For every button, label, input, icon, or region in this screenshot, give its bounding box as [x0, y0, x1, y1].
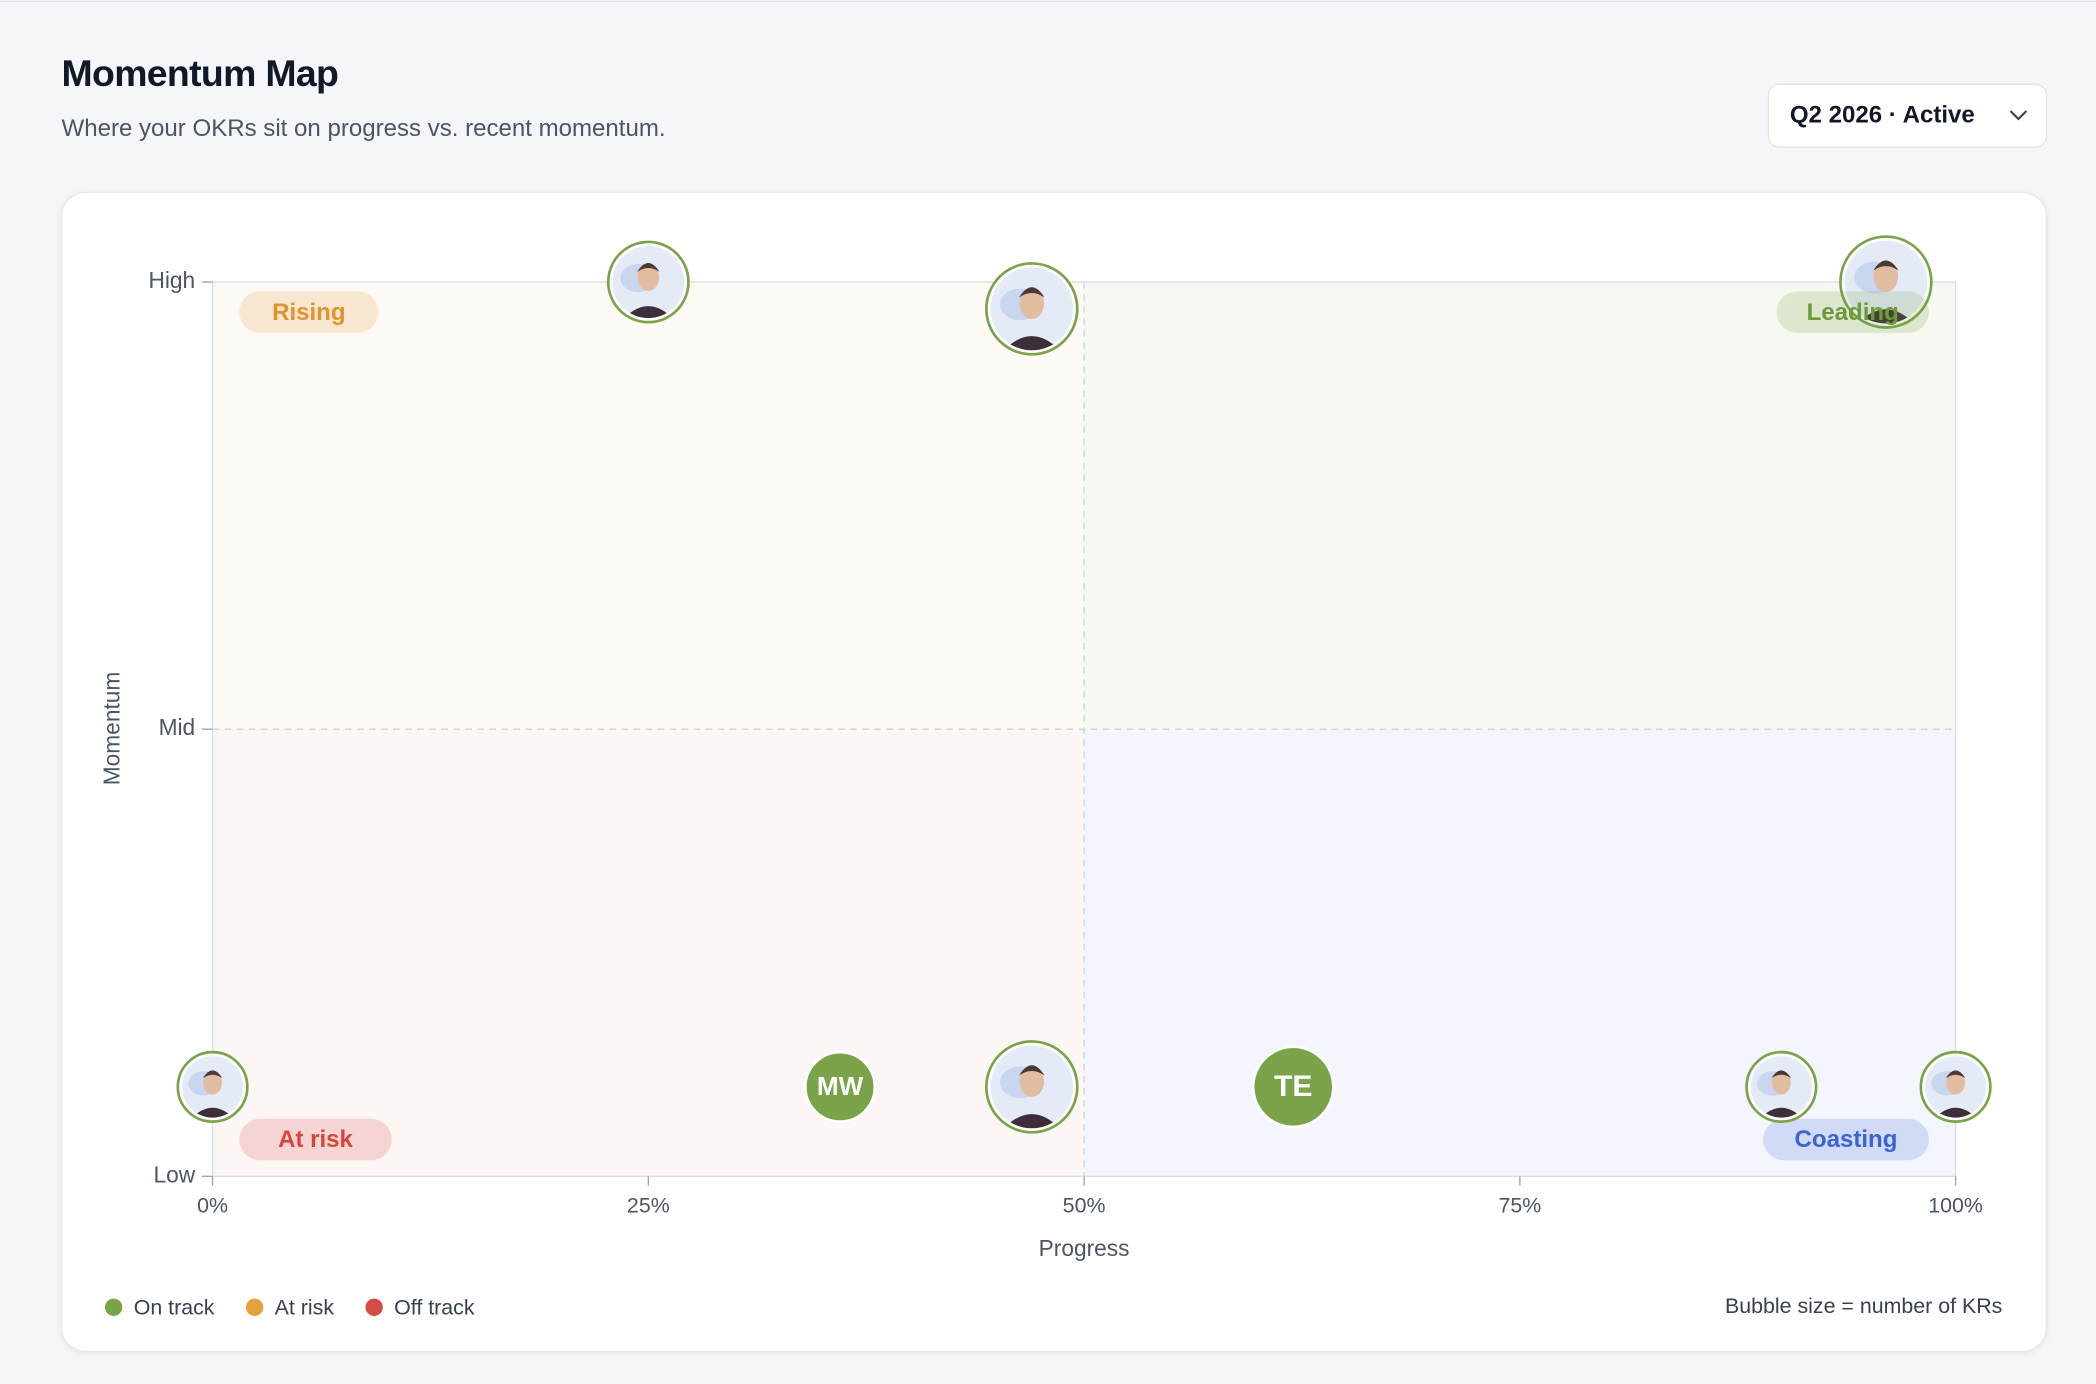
quadrant-text: Coasting [1795, 1126, 1898, 1153]
x-axis-label: Progress [1039, 1235, 1130, 1261]
legend-swatch [245, 1298, 264, 1316]
page-subtitle: Where your OKRs sit on progress vs. rece… [62, 115, 666, 142]
y-axis-label: Momentum [99, 672, 125, 786]
avatar-hair [1019, 1065, 1045, 1076]
legend-label: At risk [275, 1295, 335, 1319]
avatar-hair [1873, 260, 1899, 271]
legend-label: Off track [394, 1295, 475, 1319]
okr-bubble[interactable] [985, 1040, 1079, 1134]
quadrant-bg [212, 729, 1085, 1177]
okr-bubble[interactable] [985, 262, 1079, 356]
y-tick-label: High [148, 267, 195, 293]
period-dropdown[interactable]: Q2 2026 · Active [1767, 83, 2048, 148]
avatar [181, 1056, 244, 1118]
legend-swatch [104, 1298, 123, 1316]
quadrant-label: At risk [239, 1118, 392, 1161]
dropdown-box[interactable] [1767, 83, 2048, 148]
avatar-hair [1019, 287, 1045, 298]
avatar-hair [637, 262, 660, 273]
quadrant-pill [1763, 1118, 1929, 1161]
avatar-face [1019, 1065, 1045, 1097]
avatar-hair [1945, 1070, 1966, 1079]
okr-bubble[interactable] [1839, 235, 1933, 329]
avatar-body [1756, 1107, 1806, 1118]
bubble-initials: MW [817, 1071, 864, 1101]
avatar [1750, 1056, 1813, 1118]
avatar-face [1771, 1070, 1791, 1095]
bubble [1251, 1045, 1335, 1129]
quadrant-bg [1084, 282, 1956, 730]
avatar-body [620, 306, 677, 319]
legend-swatch [365, 1298, 383, 1316]
quadrant-pill [239, 1118, 392, 1161]
okr-bubble[interactable] [1919, 1050, 1992, 1123]
avatar-face [1873, 261, 1899, 293]
bubble-initials: TE [1274, 1070, 1312, 1103]
avatar-face [1019, 287, 1045, 319]
quadrant-label: Rising [239, 291, 379, 333]
x-tick-label: 100% [1928, 1194, 1983, 1218]
avatar-face [1946, 1070, 1965, 1095]
y-tick-label: Low [154, 1161, 196, 1187]
bubble [803, 1050, 877, 1123]
quadrant-bg [212, 282, 1085, 730]
avatar [1924, 1056, 1987, 1118]
legend-label: On track [134, 1295, 215, 1319]
avatar-body [188, 1107, 237, 1118]
quadrant-pill [239, 291, 379, 333]
page-title: Momentum Map [62, 52, 339, 94]
avatar-body [1931, 1107, 1980, 1118]
avatar-hair [1771, 1070, 1792, 1079]
quadrant-text: Rising [272, 299, 345, 326]
avatar [612, 245, 685, 319]
quadrant-label: Coasting [1763, 1118, 1929, 1161]
size-note: Bubble size = number of KRs [1725, 1294, 2002, 1318]
avatar [990, 1045, 1074, 1129]
quadrant-pill [1776, 291, 1929, 333]
chevron [2009, 110, 2028, 121]
avatar-hair [202, 1070, 223, 1079]
okr-bubble[interactable] [606, 240, 690, 324]
quadrant-text: Leading [1807, 299, 1899, 326]
okr-bubble[interactable]: MW [803, 1050, 877, 1123]
okr-bubble[interactable] [176, 1050, 249, 1123]
quadrant-label: Leading [1776, 291, 1929, 333]
x-tick-label: 25% [627, 1194, 670, 1218]
dropdown-label[interactable]: Q2 2026 · Active [1790, 102, 1975, 129]
quadrant-text: At risk [278, 1126, 353, 1153]
quadrant-bg [1084, 729, 1956, 1177]
okr-bubble[interactable]: TE [1251, 1045, 1335, 1129]
x-tick-label: 75% [1498, 1194, 1541, 1218]
x-tick-label: 50% [1063, 1194, 1106, 1218]
avatar-face [637, 263, 660, 291]
x-tick-label: 0% [197, 1194, 228, 1218]
y-tick-label: Mid [159, 714, 196, 740]
avatar-face [203, 1070, 222, 1095]
plot: 0% 25% 50% 75% 100% Low Mid High Rising At risk Co… [104, 235, 1992, 1319]
okr-bubble[interactable] [1745, 1050, 1818, 1123]
